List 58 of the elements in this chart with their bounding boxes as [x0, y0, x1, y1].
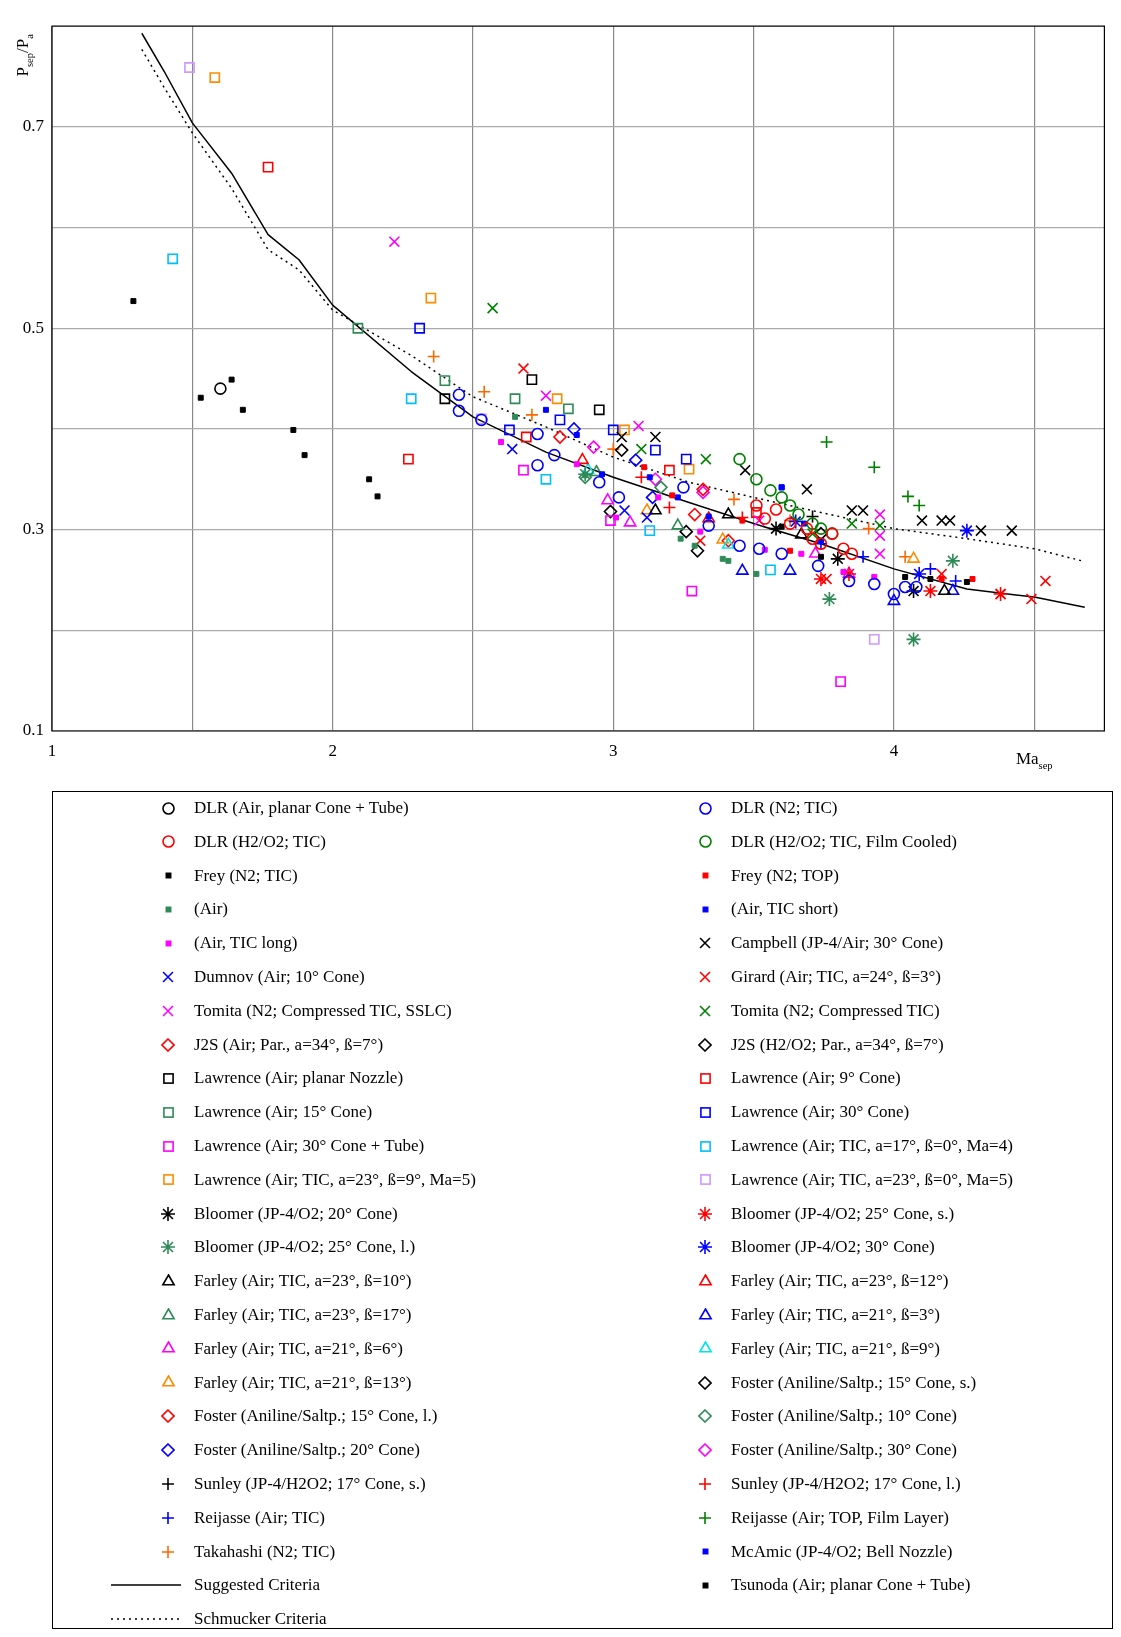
legend-label: Lawrence (Air; 15° Cone): [194, 1101, 373, 1124]
legend-label: Foster (Aniline/Saltp.; 30° Cone): [731, 1439, 957, 1462]
x-tick-label: 3: [609, 740, 618, 760]
legend-label: Bloomer (JP-4/O2; 30° Cone): [731, 1236, 935, 1259]
legend-label: Farley (Air; TIC, a=23°, ß=10°): [194, 1270, 412, 1293]
x-tick-label: 4: [889, 740, 899, 760]
legend-label: Farley (Air; TIC, a=21°, ß=9°): [731, 1337, 941, 1360]
legend-label: DLR (H2/O2; TIC): [194, 830, 326, 853]
legend-label: Campbell (JP-4/Air; 30° Cone): [731, 932, 944, 955]
legend-label: Takahashi (N2; TIC): [194, 1540, 336, 1563]
legend-label: Schmucker Criteria: [194, 1608, 327, 1631]
legend-label: Girard (Air; TIC, a=24°, ß=3°): [731, 966, 941, 988]
legend-label: (Air): [194, 898, 228, 921]
y-tick-label: 0.7: [22, 116, 45, 136]
legend-label: Tomita (N2; Compressed TIC, SSLC): [194, 999, 452, 1022]
legend-label: Farley (Air; TIC, a=21°, ß=3°): [731, 1304, 941, 1326]
legend-label: Bloomer (JP-4/O2; 25° Cone, s.): [731, 1202, 955, 1225]
legend-label: DLR (H2/O2; TIC, Film Cooled): [731, 830, 957, 853]
x-tick-label: 1: [47, 740, 57, 760]
legend-label: DLR (N2; TIC): [731, 797, 838, 819]
x-tick-label: 2: [328, 740, 337, 760]
legend-label: J2S (Air; Par., a=34°, ß=7°): [194, 1033, 384, 1056]
legend-label: Lawrence (Air; TIC, a=23°, ß=0°, Ma=5): [731, 1168, 1013, 1191]
legend-label: Lawrence (Air; TIC, a=17°, ß=0°, Ma=4): [731, 1135, 1013, 1157]
legend-label: (Air, TIC long): [194, 932, 298, 955]
legend-label: (Air, TIC short): [731, 898, 839, 921]
y-tick-label: 0.1: [22, 720, 44, 740]
legend-label: Suggested Criteria: [194, 1574, 321, 1597]
legend-label: Bloomer (JP-4/O2; 25° Cone, l.): [194, 1236, 416, 1259]
y-tick-label: 0.3: [22, 519, 44, 539]
y-tick-label: 0.5: [22, 317, 44, 337]
legend-label: Lawrence (Air; TIC, a=23°, ß=9°, Ma=5): [194, 1168, 476, 1191]
legend-label: Foster (Aniline/Saltp.; 15° Cone, s.): [731, 1371, 977, 1394]
legend-label: Lawrence (Air; 30° Cone + Tube): [194, 1135, 425, 1157]
legend-label: Farley (Air; TIC, a=21°, ß=13°): [194, 1371, 412, 1394]
legend-label: Lawrence (Air; planar Nozzle): [194, 1067, 404, 1090]
legend-label: DLR (Air, planar Cone + Tube): [194, 797, 409, 819]
legend-label: Farley (Air; TIC, a=21°, ß=6°): [194, 1337, 404, 1360]
legend-label: Dumnov (Air; 10° Cone): [194, 966, 365, 988]
legend-label: Reijasse (Air; TOP, Film Layer): [731, 1506, 949, 1529]
legend-label: Reijasse (Air; TIC): [194, 1506, 325, 1529]
legend-label: Lawrence (Air; 9° Cone): [731, 1067, 901, 1090]
legend-label: Sunley (JP-4/H2O2; 17° Cone, s.): [194, 1473, 426, 1495]
legend-label: Foster (Aniline/Saltp.; 10° Cone): [731, 1405, 957, 1428]
legend-label: Lawrence (Air; 30° Cone): [731, 1101, 910, 1124]
legend-label: Farley (Air; TIC, a=23°, ß=12°): [731, 1270, 949, 1293]
legend-label: Foster (Aniline/Saltp.; 20° Cone): [194, 1439, 420, 1462]
legend-label: Frey (N2; TIC): [194, 864, 298, 887]
legend-label: Tsunoda (Air; planar Cone + Tube): [731, 1574, 971, 1597]
legend-label: McAmic (JP-4/O2; Bell Nozzle): [731, 1540, 953, 1563]
legend-label: Foster (Aniline/Saltp.; 15° Cone, l.): [194, 1405, 438, 1428]
legend-label: Frey (N2; TOP): [731, 864, 839, 887]
legend-label: Farley (Air; TIC, a=23°, ß=17°): [194, 1304, 412, 1326]
legend-label: Bloomer (JP-4/O2; 20° Cone): [194, 1202, 398, 1225]
legend-label: Tomita (N2; Compressed TIC): [731, 999, 940, 1022]
legend-label: J2S (H2/O2; Par., a=34°, ß=7°): [731, 1033, 944, 1056]
y-axis-title: Psep/Pa: [13, 33, 36, 77]
legend-label: Sunley (JP-4/H2O2; 17° Cone, l.): [731, 1473, 961, 1495]
